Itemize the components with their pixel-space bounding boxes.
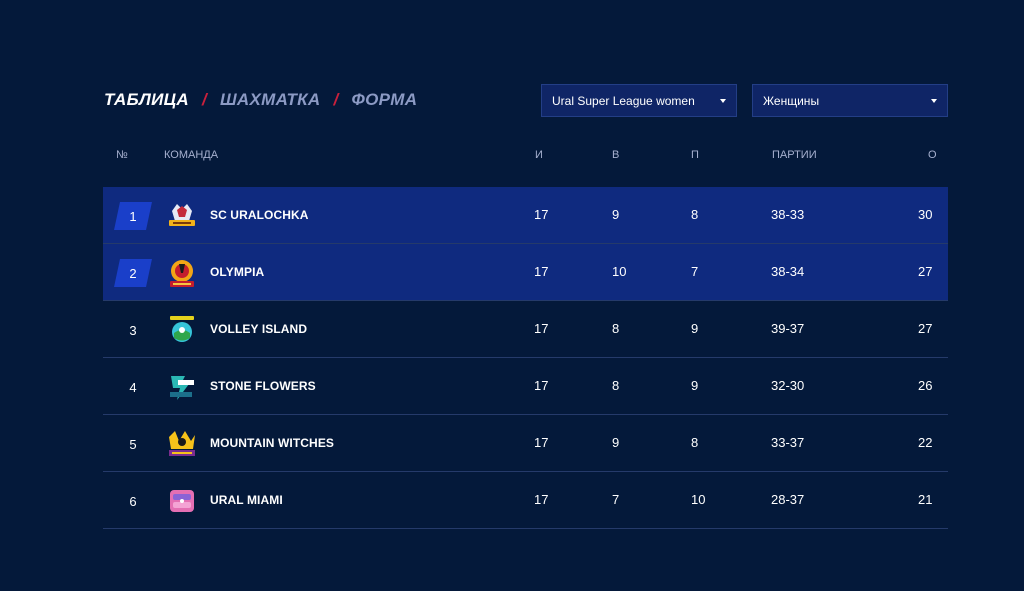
table-row[interactable]: 2 OLYMPIA 17 10 7 38-34 27 — [103, 244, 948, 301]
rank-number: 2 — [129, 265, 137, 281]
tab-form[interactable]: ФОРМА — [351, 90, 418, 109]
header-lost: П — [691, 149, 699, 161]
won-cell: 9 — [612, 207, 620, 222]
team-name[interactable]: MOUNTAIN WITCHES — [210, 436, 335, 450]
team-logo-icon[interactable] — [165, 313, 199, 347]
lost-cell: 7 — [691, 264, 699, 279]
row-divider — [103, 414, 948, 415]
lost-cell: 9 — [691, 378, 699, 393]
points-cell: 21 — [918, 492, 933, 507]
table-row[interactable]: 6 URAL MIAMI 17 7 10 28-37 21 — [103, 472, 948, 529]
points-cell: 27 — [918, 321, 933, 336]
team-name[interactable]: VOLLEY ISLAND — [210, 322, 308, 336]
rank-number: 3 — [129, 322, 137, 338]
won-cell: 9 — [612, 435, 620, 450]
rank-cell: 2 — [114, 259, 152, 287]
rank-cell: 5 — [117, 430, 149, 458]
view-tabs: ТАБЛИЦА / ШАХМАТКА / ФОРМА — [104, 90, 417, 110]
won-cell: 8 — [612, 378, 620, 393]
team-name[interactable]: OLYMPIA — [210, 265, 265, 279]
lost-cell: 9 — [691, 321, 699, 336]
table-row[interactable]: 1 SC URALOCHKA 17 9 8 38-33 30 — [103, 187, 948, 244]
points-cell: 22 — [918, 435, 933, 450]
played-cell: 17 — [534, 435, 549, 450]
sets-cell: 32-30 — [771, 378, 805, 393]
sets-cell: 28-37 — [771, 492, 805, 507]
sets-cell: 33-37 — [771, 435, 805, 450]
row-divider — [103, 528, 948, 529]
chevron-down-icon — [720, 99, 726, 103]
won-cell: 10 — [612, 264, 627, 279]
team-name[interactable]: URAL MIAMI — [210, 493, 283, 507]
table-row[interactable]: 3 VOLLEY ISLAND 17 8 9 39-37 27 — [103, 301, 948, 358]
tab-table[interactable]: ТАБЛИЦА — [104, 90, 189, 109]
table-row[interactable]: 4 STONE FLOWERS 17 8 9 32-30 26 — [103, 358, 948, 415]
tab-chess[interactable]: ШАХМАТКА — [219, 90, 321, 109]
header-sets: ПАРТИИ — [772, 149, 817, 161]
row-divider — [103, 300, 948, 301]
league-select-value: Ural Super League women — [552, 93, 695, 108]
gender-select[interactable]: Женщины — [752, 84, 948, 117]
row-divider — [103, 357, 948, 358]
rank-number: 5 — [129, 436, 137, 452]
sets-cell: 39-37 — [771, 321, 805, 336]
league-select[interactable]: Ural Super League women — [541, 84, 737, 117]
played-cell: 17 — [534, 207, 549, 222]
header-won: В — [612, 149, 620, 161]
tab-separator: / — [333, 90, 339, 109]
team-logo-icon[interactable] — [165, 256, 199, 290]
header-team: КОМАНДА — [164, 149, 219, 161]
team-logo-icon[interactable] — [165, 199, 199, 233]
gender-select-value: Женщины — [763, 93, 820, 108]
played-cell: 17 — [534, 321, 549, 336]
rank-cell: 4 — [117, 373, 149, 401]
sets-cell: 38-34 — [771, 264, 805, 279]
team-name[interactable]: SC URALOCHKA — [210, 208, 309, 222]
row-divider — [103, 243, 948, 244]
rank-number: 6 — [129, 493, 137, 509]
rank-number: 4 — [129, 379, 137, 395]
lost-cell: 8 — [691, 207, 699, 222]
lost-cell: 10 — [691, 492, 706, 507]
team-logo-icon[interactable] — [165, 370, 199, 404]
points-cell: 30 — [918, 207, 933, 222]
row-divider — [103, 471, 948, 472]
chevron-down-icon — [931, 99, 937, 103]
rank-cell: 6 — [117, 487, 149, 515]
points-cell: 27 — [918, 264, 933, 279]
played-cell: 17 — [534, 378, 549, 393]
header-played: И — [535, 149, 543, 161]
sets-cell: 38-33 — [771, 207, 805, 222]
header-points: О — [928, 149, 937, 161]
table-row[interactable]: 5 MOUNTAIN WITCHES 17 9 8 33-37 22 — [103, 415, 948, 472]
tab-separator: / — [201, 90, 207, 109]
lost-cell: 8 — [691, 435, 699, 450]
team-logo-icon[interactable] — [165, 484, 199, 518]
points-cell: 26 — [918, 378, 933, 393]
played-cell: 17 — [534, 264, 549, 279]
rank-cell: 3 — [117, 316, 149, 344]
team-name[interactable]: STONE FLOWERS — [210, 379, 316, 393]
team-logo-icon[interactable] — [165, 427, 199, 461]
rank-cell: 1 — [114, 202, 152, 230]
rank-number: 1 — [129, 208, 137, 224]
won-cell: 8 — [612, 321, 620, 336]
won-cell: 7 — [612, 492, 620, 507]
header-rank: № — [116, 149, 128, 161]
played-cell: 17 — [534, 492, 549, 507]
